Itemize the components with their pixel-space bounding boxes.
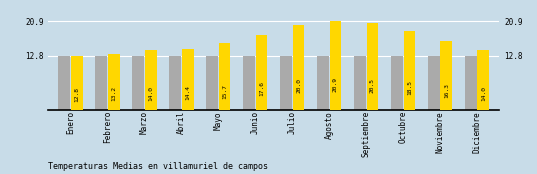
Bar: [354, 56, 366, 110]
Text: 13.2: 13.2: [111, 86, 116, 101]
Text: 20.5: 20.5: [370, 78, 375, 93]
Bar: [71, 56, 83, 110]
Text: 16.3: 16.3: [444, 83, 449, 98]
Bar: [243, 56, 255, 110]
Bar: [219, 43, 230, 110]
Bar: [465, 56, 477, 110]
Bar: [96, 56, 107, 110]
Bar: [256, 35, 267, 110]
Text: 14.0: 14.0: [148, 86, 153, 101]
Bar: [59, 56, 70, 110]
Text: 18.5: 18.5: [407, 80, 412, 95]
Bar: [403, 31, 415, 110]
Bar: [367, 23, 379, 110]
Bar: [317, 56, 329, 110]
Bar: [330, 21, 342, 110]
Text: Temperaturas Medias en villamuriel de campos: Temperaturas Medias en villamuriel de ca…: [48, 162, 268, 171]
Text: 15.7: 15.7: [222, 84, 227, 98]
Bar: [391, 56, 403, 110]
Text: 17.6: 17.6: [259, 81, 264, 96]
Bar: [280, 56, 292, 110]
Bar: [440, 41, 452, 110]
Text: 20.9: 20.9: [333, 77, 338, 92]
Text: 14.0: 14.0: [481, 86, 486, 101]
Bar: [428, 56, 440, 110]
Bar: [144, 50, 156, 110]
Bar: [182, 49, 193, 110]
Bar: [477, 50, 489, 110]
Text: 14.4: 14.4: [185, 85, 190, 100]
Text: 12.8: 12.8: [74, 87, 79, 102]
Bar: [206, 56, 218, 110]
Bar: [293, 25, 304, 110]
Text: 20.0: 20.0: [296, 78, 301, 93]
Bar: [169, 56, 181, 110]
Bar: [133, 56, 144, 110]
Bar: [108, 54, 120, 110]
